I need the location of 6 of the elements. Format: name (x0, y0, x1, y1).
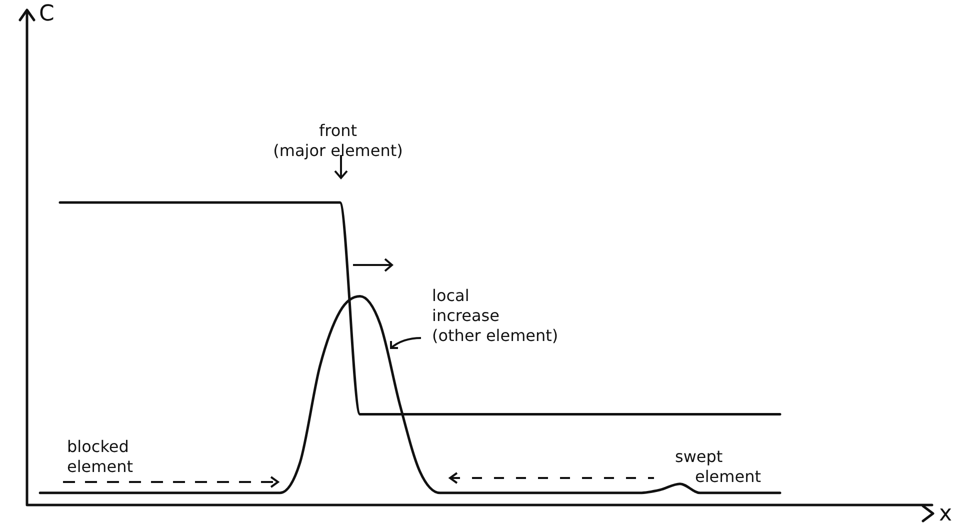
text: front (major element) (273, 121, 403, 160)
annotation: local increase (other element) (432, 286, 558, 346)
annotation: blocked element (67, 437, 133, 476)
annotation: swept element (675, 447, 761, 486)
text: C (39, 2, 54, 27)
text: x (939, 502, 952, 526)
